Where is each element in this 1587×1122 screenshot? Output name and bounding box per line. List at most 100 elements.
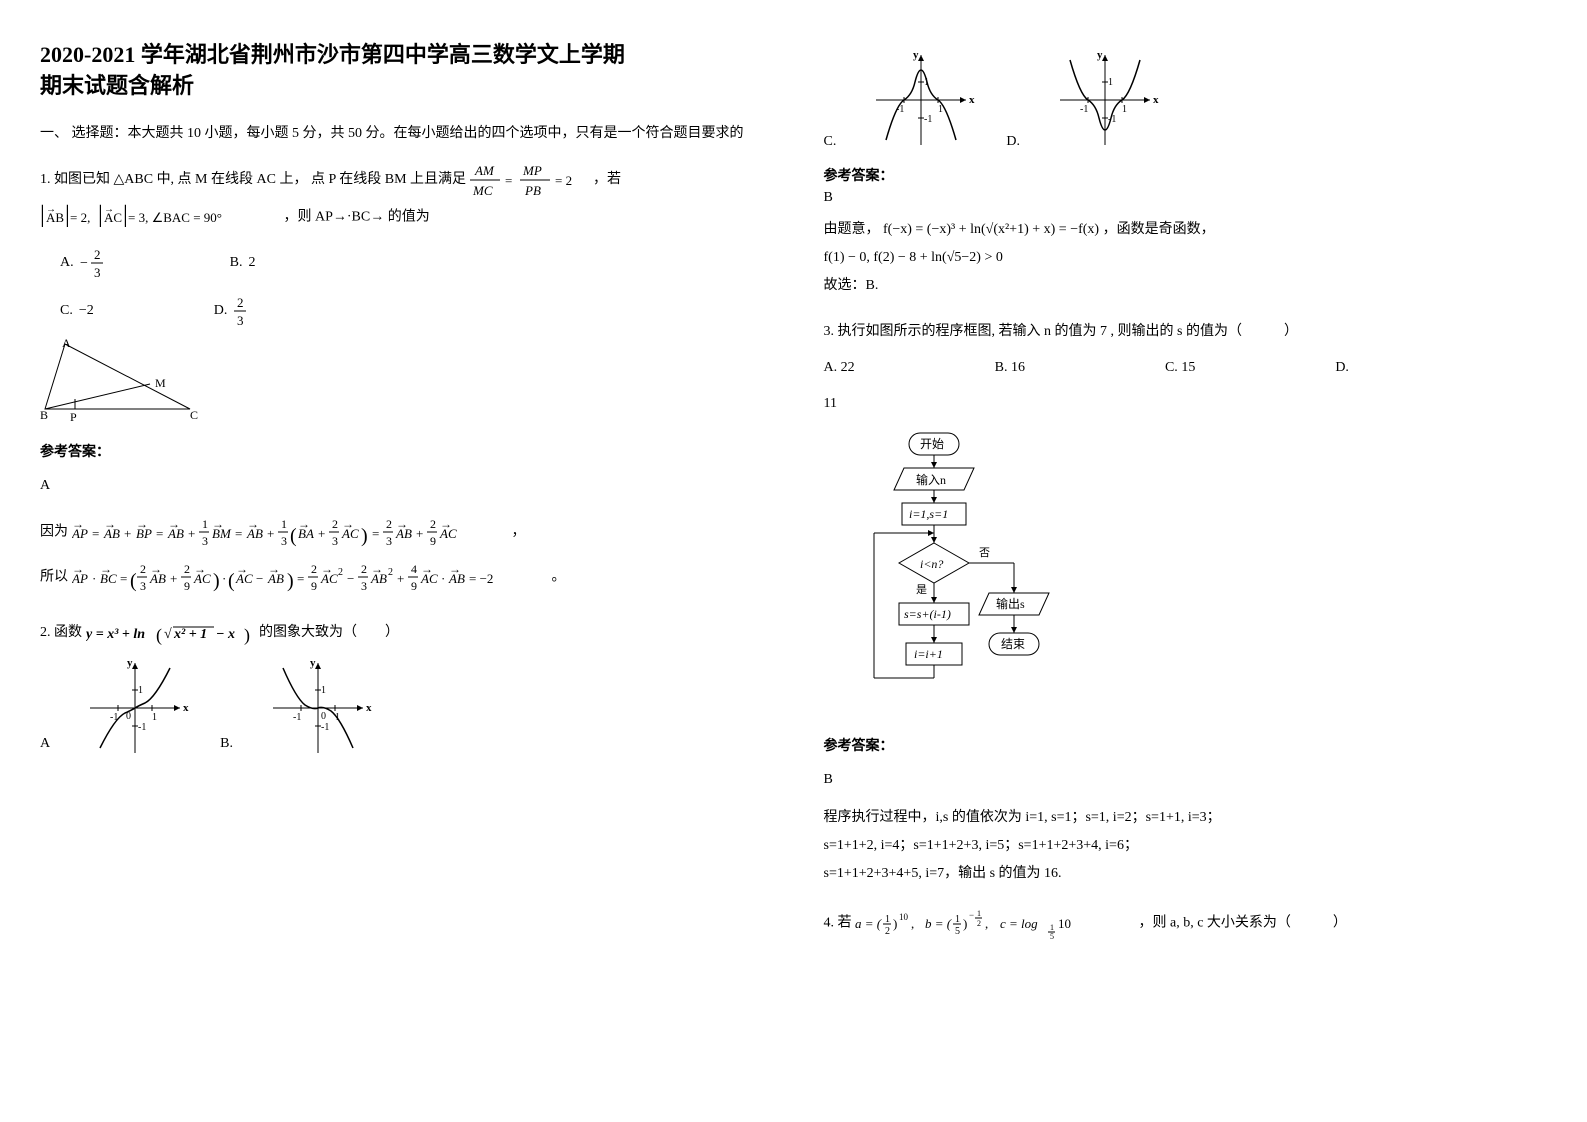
q2-formula: y = x³ + ln ( √ x² + 1 − x ) xyxy=(86,618,256,648)
svg-text:10: 10 xyxy=(899,912,909,922)
q1-option-a: A. − 2 3 xyxy=(60,243,110,283)
svg-text:=: = xyxy=(235,526,242,541)
svg-text:→: → xyxy=(104,204,114,215)
svg-text:-1: -1 xyxy=(293,712,301,723)
svg-text:-1: -1 xyxy=(138,722,146,733)
svg-text:2: 2 xyxy=(184,562,190,576)
svg-text:0: 0 xyxy=(321,711,326,722)
q1-answer-label: 参考答案： xyxy=(40,439,764,467)
svg-text:+: + xyxy=(318,526,325,541)
question-3: 3. 执行如图所示的程序框图, 若输入 n 的值为 7 , 则输出的 s 的值为… xyxy=(824,318,1548,888)
svg-text:,: , xyxy=(911,916,914,931)
svg-text:否: 否 xyxy=(979,547,990,559)
svg-text:2: 2 xyxy=(388,567,393,578)
svg-text:(: ( xyxy=(156,625,162,646)
svg-text:3: 3 xyxy=(140,579,146,593)
svg-text:=: = xyxy=(372,526,379,541)
svg-text:结束: 结束 xyxy=(1001,637,1025,651)
q2-label-b: B. xyxy=(220,730,233,758)
svg-text:AC: AC xyxy=(235,571,253,586)
svg-text:c = log: c = log xyxy=(1000,916,1038,931)
svg-text:−: − xyxy=(969,910,974,920)
svg-text:2: 2 xyxy=(386,517,392,531)
svg-text:x: x xyxy=(183,702,189,714)
svg-text:1: 1 xyxy=(885,914,890,925)
svg-text:+: + xyxy=(397,571,404,586)
svg-text:=: = xyxy=(120,571,127,586)
svg-text:2: 2 xyxy=(237,295,244,310)
svg-text:2: 2 xyxy=(977,919,981,928)
svg-text:开始: 开始 xyxy=(920,437,944,451)
svg-text:1: 1 xyxy=(977,909,981,918)
svg-text:2: 2 xyxy=(885,926,890,937)
q3-option-b: B. 16 xyxy=(995,354,1025,382)
svg-text:3: 3 xyxy=(94,265,101,280)
svg-text:AC: AC xyxy=(439,526,457,541)
svg-text:9: 9 xyxy=(311,579,317,593)
svg-text:3: 3 xyxy=(361,579,367,593)
svg-text:AB: AB xyxy=(395,526,412,541)
q1-stem-suffix: ，若 xyxy=(593,172,621,187)
q1-answer: A xyxy=(40,472,764,500)
svg-text:→: → xyxy=(46,204,56,215)
svg-text:−: − xyxy=(80,256,88,271)
q4-formula: a = ( 1 2 ) 10 , b = ( 1 5 ) − 1 2 , c =… xyxy=(855,906,1135,941)
svg-text:i<n?: i<n? xyxy=(920,557,943,571)
svg-text:C: C xyxy=(190,408,198,422)
svg-text:|: | xyxy=(40,202,45,228)
q2-label-c: C. xyxy=(824,134,837,150)
svg-text:MP: MP xyxy=(522,163,542,178)
svg-text:b = (: b = ( xyxy=(925,916,952,931)
svg-text:M: M xyxy=(155,376,166,390)
svg-text:MC: MC xyxy=(472,183,493,198)
q3-option-d-label: D. xyxy=(1335,354,1349,382)
svg-text:|: | xyxy=(98,202,103,228)
svg-text:AP: AP xyxy=(72,571,88,586)
q2-graph-c: x y -1 1 1 -1 xyxy=(866,50,976,150)
svg-text:·: · xyxy=(441,571,445,586)
page-title: 2020-2021 学年湖北省荆州市沙市第四中学高三数学文上学期 期末试题含解析 xyxy=(40,40,764,102)
q4-stem-suffix: ，则 a, b, c 大小关系为（ ） xyxy=(1139,916,1347,931)
q1-triangle-figure: A B C M P xyxy=(40,339,210,424)
q2-explanation: 由题意， f(−x) = (−x)³ + ln(√(x²+1) + x) = −… xyxy=(824,216,1548,300)
svg-text:AB: AB xyxy=(370,571,387,586)
q4-stem-prefix: 4. 若 xyxy=(824,916,852,931)
svg-text:2: 2 xyxy=(311,562,317,576)
svg-text:3: 3 xyxy=(386,534,392,548)
q2-graphs-cd-row: C. x y -1 1 1 -1 D. xyxy=(824,50,1548,150)
q1-ratio: AM MC = MP PB = 2 xyxy=(470,172,594,187)
question-1: 1. 如图已知 △ABC 中, 点 M 在线段 AC 上， 点 P 在线段 BM… xyxy=(40,160,764,600)
svg-text:1: 1 xyxy=(1122,104,1127,115)
svg-text:2: 2 xyxy=(338,567,343,578)
svg-text:s=s+(i-1): s=s+(i-1) xyxy=(904,607,951,621)
svg-text:1: 1 xyxy=(321,685,326,696)
svg-text:BM: BM xyxy=(212,526,232,541)
svg-text:BC: BC xyxy=(100,571,117,586)
svg-text:2: 2 xyxy=(430,517,436,531)
svg-text:3: 3 xyxy=(202,534,208,548)
q2-graph-b: x y -1 1 1 -1 0 xyxy=(263,658,373,758)
svg-text:): ) xyxy=(361,525,368,547)
svg-text:-1: -1 xyxy=(924,114,932,125)
svg-text:= −2: = −2 xyxy=(469,571,493,586)
svg-text:9: 9 xyxy=(411,579,417,593)
svg-text:·: · xyxy=(92,571,96,586)
svg-text:,: , xyxy=(985,916,988,931)
svg-text:输出s: 输出s xyxy=(996,596,1025,611)
svg-text:(: ( xyxy=(290,525,297,547)
section-heading: 一、 选择题：本大题共 10 小题，每小题 5 分，共 50 分。在每小题给出的… xyxy=(40,122,764,142)
question-2: 2. 函数 y = x³ + ln ( √ x² + 1 − x ) 的图象大致… xyxy=(40,618,764,758)
svg-text:(: ( xyxy=(228,570,235,592)
svg-text:AC: AC xyxy=(320,571,338,586)
svg-text:(: ( xyxy=(130,570,137,592)
q3-option-d: 11 xyxy=(824,390,1548,418)
svg-text:i=1,s=1: i=1,s=1 xyxy=(909,507,948,521)
q2-graph-d: x y -1 1 1 -1 xyxy=(1050,50,1160,150)
svg-text:2: 2 xyxy=(332,517,338,531)
svg-text:=: = xyxy=(297,571,304,586)
svg-text:i=i+1: i=i+1 xyxy=(914,647,943,661)
svg-text:+: + xyxy=(416,526,423,541)
svg-text:5: 5 xyxy=(955,926,960,937)
svg-text:+: + xyxy=(170,571,177,586)
svg-text:y: y xyxy=(913,50,919,61)
